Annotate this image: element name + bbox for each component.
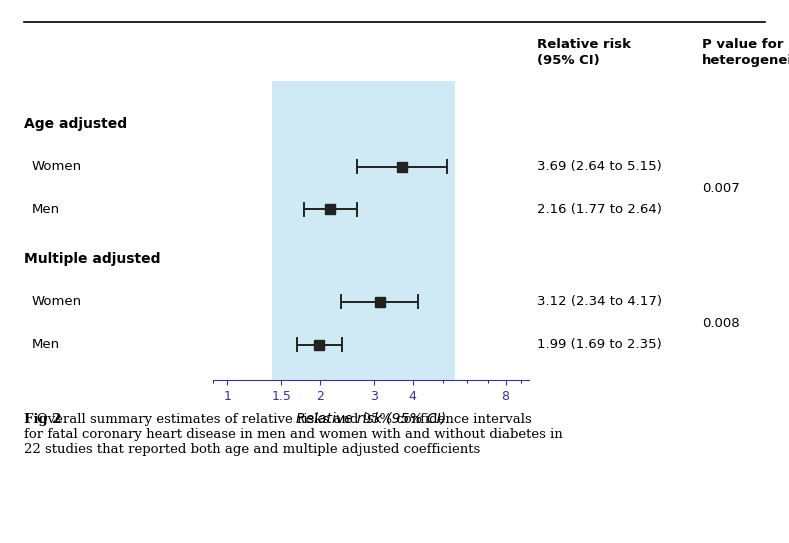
Bar — [272, 81, 455, 380]
Text: 2.16 (1.77 to 2.64): 2.16 (1.77 to 2.64) — [537, 203, 661, 216]
Text: 3.69 (2.64 to 5.15): 3.69 (2.64 to 5.15) — [537, 160, 661, 173]
Text: Relative risk
(95% CI): Relative risk (95% CI) — [537, 38, 630, 67]
Text: P value for
heterogeneity: P value for heterogeneity — [702, 38, 789, 67]
Text: Women: Women — [32, 160, 82, 173]
Text: 0.007: 0.007 — [702, 181, 740, 194]
Text: Overall summary estimates of relative risks and 95% confidence intervals
for fat: Overall summary estimates of relative ri… — [24, 413, 563, 456]
Text: Age adjusted: Age adjusted — [24, 117, 127, 131]
Text: 0.008: 0.008 — [702, 317, 740, 330]
Text: Fig 2: Fig 2 — [24, 413, 62, 426]
Text: 3.12 (2.34 to 4.17): 3.12 (2.34 to 4.17) — [537, 295, 661, 308]
Text: Men: Men — [32, 203, 60, 216]
X-axis label: Relative risk (95% CI): Relative risk (95% CI) — [296, 411, 446, 425]
Text: Women: Women — [32, 295, 82, 308]
Text: Men: Men — [32, 338, 60, 351]
Text: Multiple adjusted: Multiple adjusted — [24, 252, 160, 266]
Text: 1.99 (1.69 to 2.35): 1.99 (1.69 to 2.35) — [537, 338, 661, 351]
